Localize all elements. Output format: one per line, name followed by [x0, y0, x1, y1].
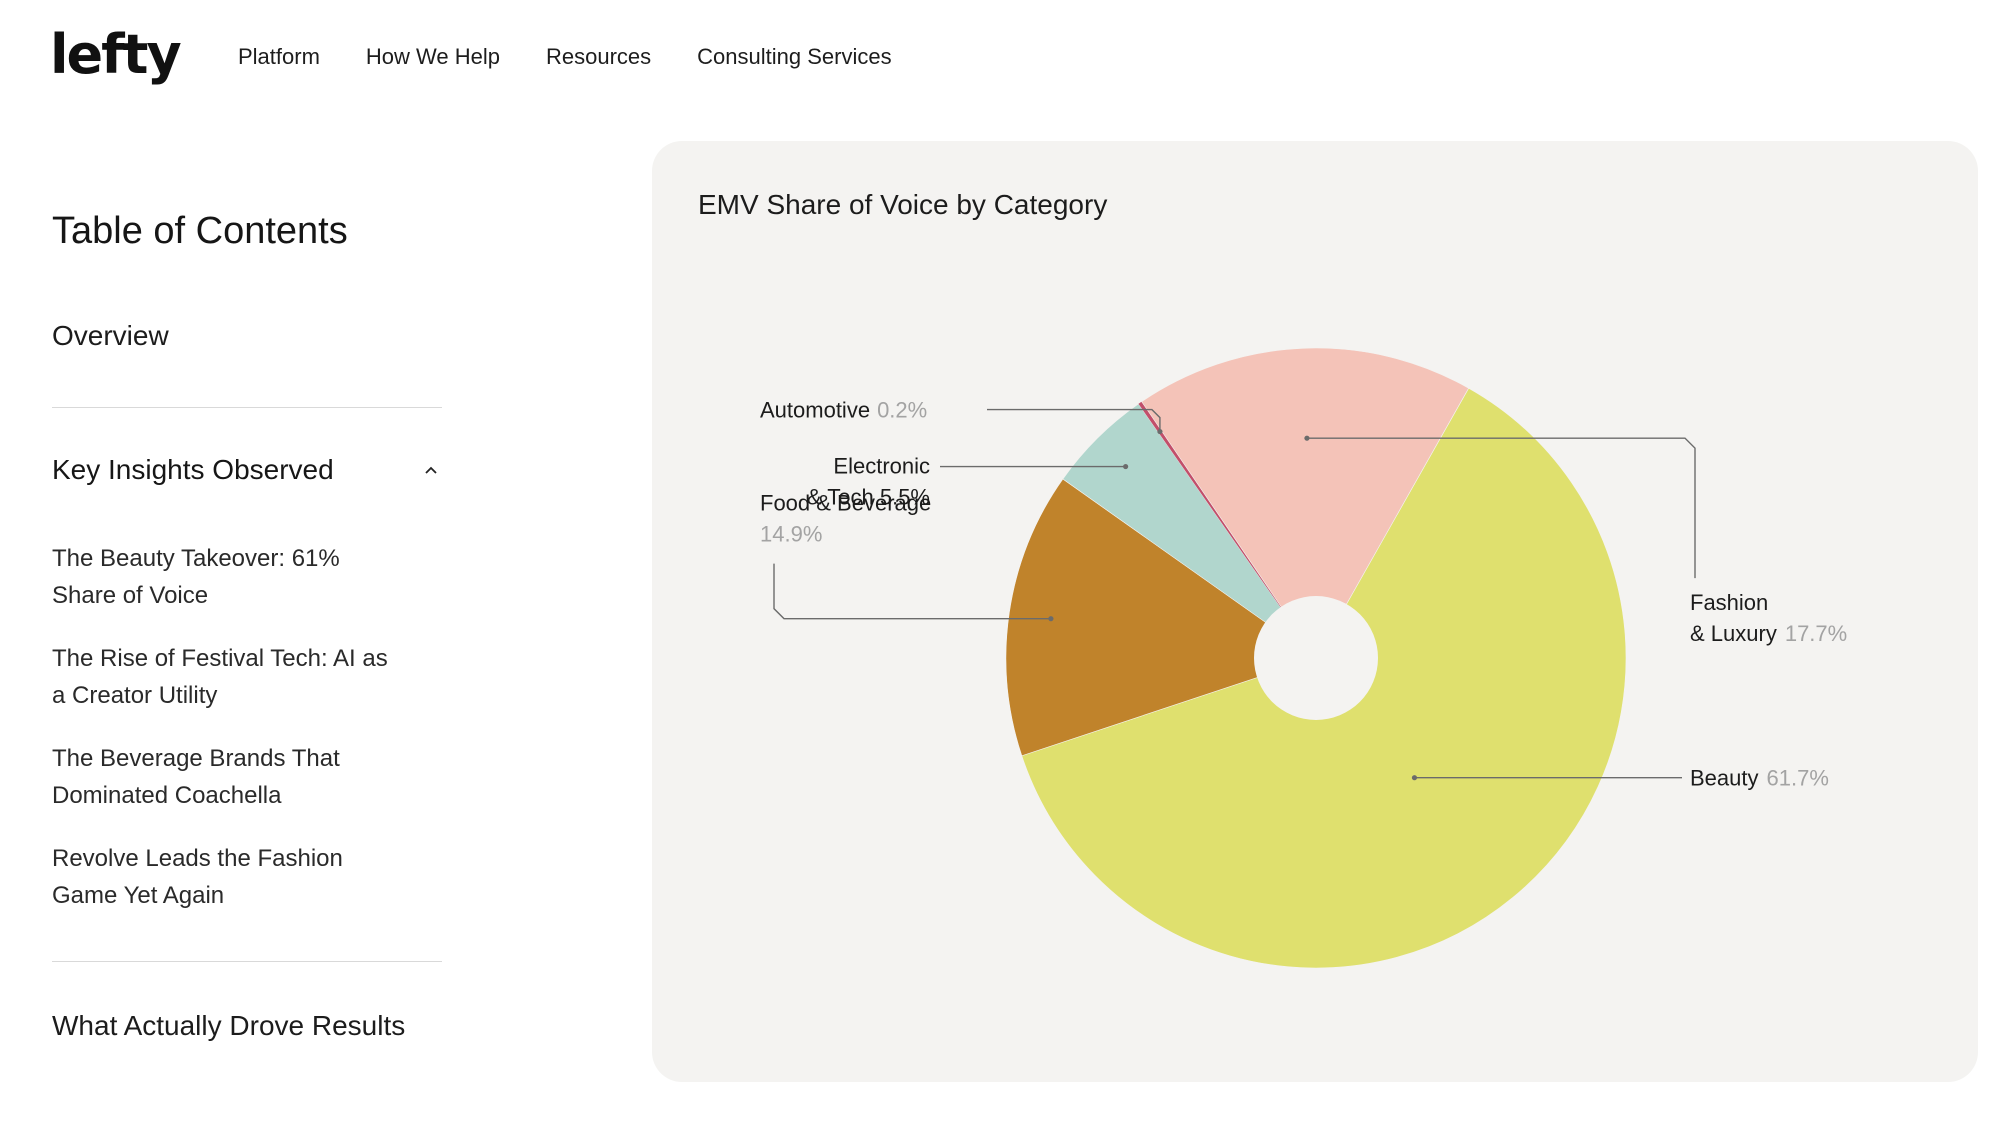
leader-food-beverage	[773, 563, 1051, 620]
pie-slice-food-and-beverage	[1005, 478, 1317, 757]
leader-food-beverage-dot	[1048, 616, 1054, 622]
leader-fashion-luxury	[1306, 437, 1696, 579]
toc-divider	[52, 407, 442, 408]
nav-platform[interactable]: Platform	[238, 44, 320, 69]
label-electronic-tech-line2: & Tech 5.5%	[807, 485, 930, 510]
lefty-logo[interactable]: lefty	[50, 23, 182, 86]
nav-how-we-help[interactable]: How We Help	[365, 44, 501, 69]
toc-divider	[52, 961, 442, 962]
chevron-up-icon[interactable]	[420, 459, 442, 481]
nav-consulting-services[interactable]: Consulting Services	[697, 44, 892, 69]
leader-automotive-dot	[1157, 428, 1163, 435]
label-food-beverage-line1: Food & Beverage	[760, 491, 931, 516]
label-automotive: Automotive 0.2%	[760, 398, 927, 423]
nav-resources[interactable]: Resources	[546, 44, 652, 69]
label-electronic-tech-line1: Electronic	[833, 454, 930, 479]
pie-chart: Beauty 61.7% Fashion & Luxury 17.7% Food & Be…	[760, 347, 1847, 969]
donut-hole	[1254, 596, 1378, 720]
table-of-contents: Table of Contents Overview Key Insights …	[52, 210, 442, 1041]
toc-section-label: Key Insights Observed	[52, 454, 334, 485]
toc-overview-link[interactable]: Overview	[52, 320, 169, 351]
label-fashion-luxury-line1: Fashion	[1690, 590, 1768, 615]
toc-section-key-insights[interactable]: Key Insights Observed	[52, 454, 442, 486]
pie-slice-automotive	[1138, 401, 1316, 658]
leader-fashion-luxury-dot	[1304, 435, 1310, 441]
leader-automotive	[987, 408, 1161, 432]
chart-title: EMV Share of Voice by Category	[698, 189, 1108, 220]
label-beauty: Beauty 61.7%	[1690, 766, 1829, 791]
leader-electronic-tech-dot	[1123, 463, 1129, 470]
toc-item-revolve-fashion[interactable]: Revolve Leads the Fashion Game Yet Again	[52, 845, 343, 909]
label-food-beverage-line2: 14.9%	[760, 522, 822, 547]
toc-what-drove-results[interactable]: What Actually Drove Results	[52, 1010, 406, 1041]
toc-item-beauty-takeover[interactable]: The Beauty Takeover: 61% Share of Voice	[52, 545, 340, 609]
top-nav: Platform How We Help Resources Consultin…	[238, 44, 892, 70]
pie-slice-fashion-and-luxury	[1141, 347, 1470, 659]
toc-item-beverage-brands[interactable]: The Beverage Brands That Dominated Coach…	[52, 745, 340, 809]
label-fashion-luxury-line2: & Luxury 17.7%	[1690, 621, 1847, 646]
toc-item-festival-tech[interactable]: The Rise of Festival Tech: AI as a Creat…	[52, 645, 388, 709]
chart-card: EMV Share of Voice by Category Beauty 61.…	[652, 141, 1978, 1082]
leader-beauty-dot	[1411, 775, 1418, 781]
toc-title: Table of Contents	[52, 210, 348, 252]
